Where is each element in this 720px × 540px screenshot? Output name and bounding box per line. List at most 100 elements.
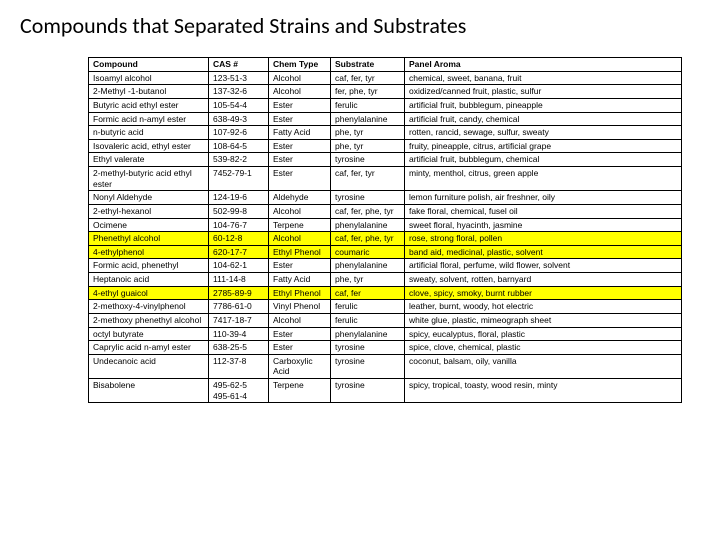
table-cell: Ethyl Phenol	[269, 245, 331, 259]
table-cell: caf, fer	[331, 286, 405, 300]
table-cell: artificial fruit, bubblegum, pineapple	[405, 98, 682, 112]
table-cell: Alcohol	[269, 313, 331, 327]
table-cell: caf, fer, phe, tyr	[331, 232, 405, 246]
table-cell: Fatty Acid	[269, 126, 331, 140]
table-row: Heptanoic acid111-14-8Fatty Acidphe, tyr…	[89, 273, 682, 287]
table-cell: Caprylic acid n-amyl ester	[89, 341, 209, 355]
table-cell: leather, burnt, woody, hot electric	[405, 300, 682, 314]
table-cell: 7417-18-7	[209, 313, 269, 327]
table-cell: 2-methoxy-4-vinylphenol	[89, 300, 209, 314]
table-cell: Ocimene	[89, 218, 209, 232]
table-cell: minty, menthol, citrus, green apple	[405, 167, 682, 191]
table-cell: 104-62-1	[209, 259, 269, 273]
table-cell: Fatty Acid	[269, 273, 331, 287]
table-cell: Ester	[269, 167, 331, 191]
table-cell: 2-methyl-butyric acid ethyl ester	[89, 167, 209, 191]
table-cell: Alcohol	[269, 85, 331, 99]
table-row: 4-ethyl guaicol2785-89-9Ethyl Phenolcaf,…	[89, 286, 682, 300]
table-cell: Heptanoic acid	[89, 273, 209, 287]
table-cell: Formic acid, phenethyl	[89, 259, 209, 273]
table-cell: caf, fer, tyr	[331, 71, 405, 85]
table-cell: spicy, eucalyptus, floral, plastic	[405, 327, 682, 341]
table-cell: ferulic	[331, 313, 405, 327]
table-cell: 502-99-8	[209, 204, 269, 218]
table-row: Undecanoic acid112-37-8Carboxylic Acidty…	[89, 354, 682, 378]
table-row: Caprylic acid n-amyl ester638-25-5Estert…	[89, 341, 682, 355]
table-cell: 104-76-7	[209, 218, 269, 232]
table-cell: band aid, medicinal, plastic, solvent	[405, 245, 682, 259]
table-cell: 112-37-8	[209, 354, 269, 378]
table-cell: fruity, pineapple, citrus, artificial gr…	[405, 139, 682, 153]
table-cell: 2785-89-9	[209, 286, 269, 300]
col-cas: CAS #	[209, 58, 269, 72]
table-cell: spice, clove, chemical, plastic	[405, 341, 682, 355]
table-cell: sweaty, solvent, rotten, barnyard	[405, 273, 682, 287]
table-cell: 638-25-5	[209, 341, 269, 355]
table-cell: 105-54-4	[209, 98, 269, 112]
table-cell: 2-ethyl-hexanol	[89, 204, 209, 218]
table-cell: artificial fruit, bubblegum, chemical	[405, 153, 682, 167]
table-cell: Ester	[269, 259, 331, 273]
col-chemtype: Chem Type	[269, 58, 331, 72]
table-cell: caf, fer, phe, tyr	[331, 204, 405, 218]
table-cell: Ester	[269, 327, 331, 341]
table-cell: Vinyl Phenol	[269, 300, 331, 314]
table-cell: octyl butyrate	[89, 327, 209, 341]
table-cell: phe, tyr	[331, 139, 405, 153]
table-row: Phenethyl alcohol60-12-8Alcoholcaf, fer,…	[89, 232, 682, 246]
table-cell: phe, tyr	[331, 273, 405, 287]
col-substrate: Substrate	[331, 58, 405, 72]
table-cell: 7452-79-1	[209, 167, 269, 191]
table-cell: artificial fruit, candy, chemical	[405, 112, 682, 126]
table-cell: Ester	[269, 153, 331, 167]
table-cell: oxidized/canned fruit, plastic, sulfur	[405, 85, 682, 99]
table-body: Isoamyl alcohol123-51-3Alcoholcaf, fer, …	[89, 71, 682, 403]
table-row: 2-ethyl-hexanol502-99-8Alcoholcaf, fer, …	[89, 204, 682, 218]
table-cell: Ester	[269, 341, 331, 355]
table-cell: 638-49-3	[209, 112, 269, 126]
table-cell: clove, spicy, smoky, burnt rubber	[405, 286, 682, 300]
table-row: 2-methoxy phenethyl alcohol7417-18-7Alco…	[89, 313, 682, 327]
table-cell: Nonyl Aldehyde	[89, 191, 209, 205]
table-cell: sweet floral, hyacinth, jasmine	[405, 218, 682, 232]
table-cell: phenylalanine	[331, 327, 405, 341]
table-row: n-butyric acid107-92-6Fatty Acidphe, tyr…	[89, 126, 682, 140]
table-cell: Alcohol	[269, 71, 331, 85]
table-cell: Ethyl Phenol	[269, 286, 331, 300]
table-cell: phenylalanine	[331, 259, 405, 273]
table-cell: Butyric acid ethyl ester	[89, 98, 209, 112]
table-cell: caf, fer, tyr	[331, 167, 405, 191]
table-cell: 620-17-7	[209, 245, 269, 259]
table-cell: rotten, rancid, sewage, sulfur, sweaty	[405, 126, 682, 140]
table-cell: tyrosine	[331, 341, 405, 355]
table-cell: 495-62-5 495-61-4	[209, 379, 269, 403]
table-cell: coumaric	[331, 245, 405, 259]
table-row: Butyric acid ethyl ester105-54-4Esterfer…	[89, 98, 682, 112]
table-row: octyl butyrate110-39-4Esterphenylalanine…	[89, 327, 682, 341]
table-row: 2-methoxy-4-vinylphenol7786-61-0Vinyl Ph…	[89, 300, 682, 314]
table-cell: Ester	[269, 98, 331, 112]
col-compound: Compound	[89, 58, 209, 72]
table-cell: Formic acid n-amyl ester	[89, 112, 209, 126]
table-cell: Terpene	[269, 218, 331, 232]
table-row: 4-ethylphenol620-17-7Ethyl Phenolcoumari…	[89, 245, 682, 259]
table-cell: chemical, sweet, banana, fruit	[405, 71, 682, 85]
table-cell: spicy, tropical, toasty, wood resin, min…	[405, 379, 682, 403]
table-cell: tyrosine	[331, 153, 405, 167]
table-cell: ferulic	[331, 98, 405, 112]
table-cell: artificial floral, perfume, wild flower,…	[405, 259, 682, 273]
table-cell: 4-ethylphenol	[89, 245, 209, 259]
table-cell: Ester	[269, 112, 331, 126]
table-cell: fake floral, chemical, fusel oil	[405, 204, 682, 218]
table-cell: 123-51-3	[209, 71, 269, 85]
table-cell: 539-82-2	[209, 153, 269, 167]
table-cell: 111-14-8	[209, 273, 269, 287]
table-row: Ocimene104-76-7Terpenephenylalaninesweet…	[89, 218, 682, 232]
table-cell: 2-Methyl -1-butanol	[89, 85, 209, 99]
table-cell: Undecanoic acid	[89, 354, 209, 378]
table-cell: 107-92-6	[209, 126, 269, 140]
table-row: Isovaleric acid, ethyl ester108-64-5Este…	[89, 139, 682, 153]
table-cell: Isoamyl alcohol	[89, 71, 209, 85]
table-cell: Bisabolene	[89, 379, 209, 403]
table-row: Isoamyl alcohol123-51-3Alcoholcaf, fer, …	[89, 71, 682, 85]
